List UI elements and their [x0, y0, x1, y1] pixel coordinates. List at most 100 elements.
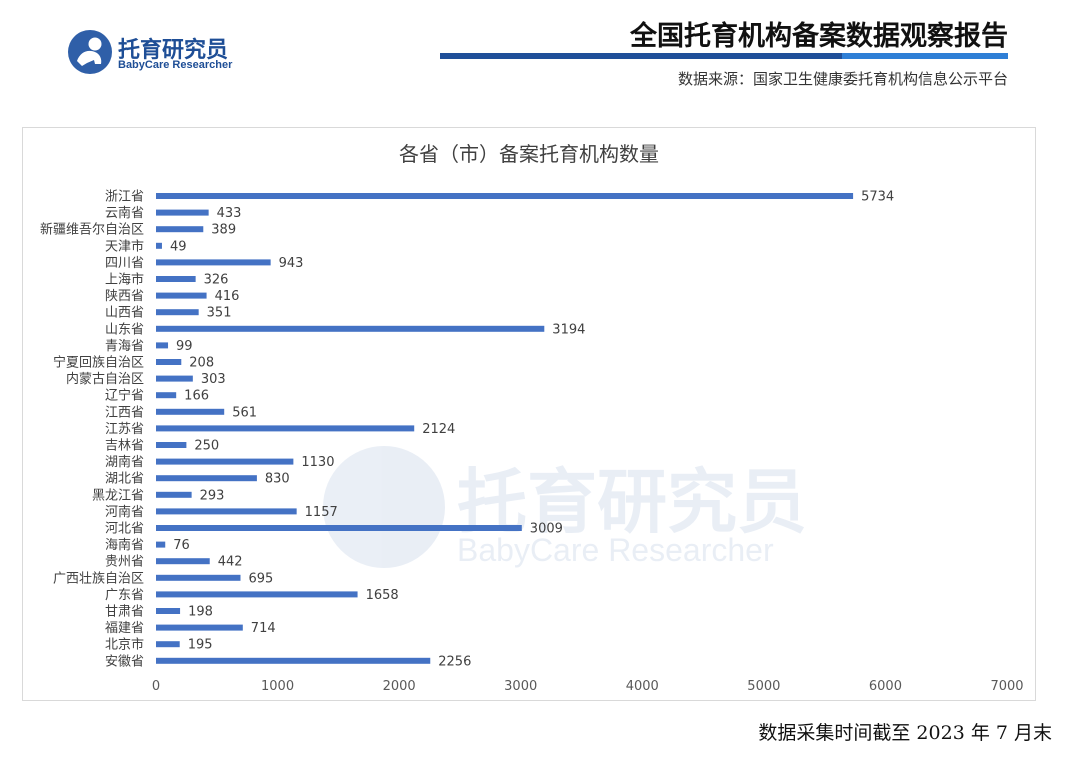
data-label: 714 — [251, 621, 276, 636]
category-label: 辽宁省 — [105, 388, 144, 404]
category-label: 湖北省 — [105, 472, 144, 487]
data-label: 198 — [188, 605, 213, 620]
x-tick-label: 4000 — [626, 679, 659, 694]
bar — [156, 541, 166, 548]
category-label: 江西省 — [105, 405, 144, 420]
bar — [156, 408, 225, 415]
baby-logo-icon — [68, 30, 112, 74]
category-label: 河南省 — [105, 504, 144, 520]
bar — [156, 276, 196, 282]
data-label: 76 — [173, 538, 190, 553]
data-label: 49 — [170, 239, 187, 254]
category-label: 山西省 — [105, 306, 144, 321]
category-label: 内蒙古自治区 — [66, 371, 144, 387]
category-label: 云南省 — [105, 205, 144, 221]
chart-title: 各省（市）备案托育机构数量 — [399, 142, 659, 166]
category-label: 山东省 — [105, 322, 144, 337]
data-label: 561 — [232, 405, 257, 420]
category-label: 湖南省 — [105, 454, 144, 470]
data-label: 2124 — [422, 422, 455, 437]
x-tick-label: 7000 — [990, 679, 1023, 694]
data-label: 389 — [211, 223, 236, 238]
category-label: 广东省 — [105, 588, 144, 603]
data-label: 3194 — [552, 322, 585, 337]
data-label: 293 — [200, 488, 225, 503]
x-tick-label: 1000 — [261, 679, 294, 694]
title-underline-dark — [440, 53, 842, 59]
category-label: 广西壮族自治区 — [53, 570, 144, 586]
logo-name: 托育研究员 — [118, 38, 229, 63]
data-label: 351 — [207, 306, 232, 321]
bar — [156, 442, 187, 448]
x-tick-label: 0 — [152, 679, 160, 694]
brand-logo: 托育研究员 BabyCare Researcher — [68, 30, 248, 78]
x-tick-label: 5000 — [747, 679, 780, 694]
category-label: 安徽省 — [105, 654, 144, 669]
data-label: 326 — [204, 273, 229, 288]
x-tick-label: 2000 — [383, 679, 416, 694]
data-label: 3009 — [530, 522, 563, 537]
category-label: 青海省 — [105, 339, 144, 354]
category-label: 贵州省 — [105, 555, 144, 570]
data-label: 442 — [218, 555, 243, 570]
category-label: 甘肃省 — [105, 605, 144, 620]
bar — [156, 574, 241, 581]
data-label: 208 — [189, 356, 214, 371]
data-label: 2256 — [438, 654, 471, 669]
data-label: 166 — [184, 389, 209, 404]
data-label: 250 — [194, 439, 219, 454]
x-tick-label: 3000 — [504, 679, 537, 694]
bar — [156, 242, 162, 249]
chart-frame: 托育研究员 BabyCare Researcher 各省（市）备案托育机构数量浙… — [22, 127, 1036, 701]
bar — [156, 342, 169, 349]
data-source: 数据来源：国家卫生健康委托育机构信息公示平台 — [677, 70, 1008, 88]
data-label: 303 — [201, 372, 226, 387]
category-label: 新疆维吾尔自治区 — [40, 222, 144, 238]
logo-subtitle: BabyCare Researcher — [118, 59, 233, 71]
title-underline-accent — [842, 53, 1008, 59]
data-label: 433 — [217, 206, 242, 221]
data-label: 195 — [188, 638, 213, 653]
category-label: 北京市 — [105, 637, 144, 653]
category-label: 陕西省 — [105, 289, 144, 304]
category-label: 吉林省 — [105, 439, 144, 454]
data-label: 695 — [248, 571, 273, 586]
category-label: 浙江省 — [105, 190, 144, 205]
bar — [156, 325, 545, 332]
bar — [156, 591, 358, 598]
data-label: 1130 — [301, 455, 334, 470]
bar — [156, 525, 522, 531]
data-label: 1658 — [366, 588, 399, 603]
bar — [156, 641, 180, 648]
bar — [156, 475, 257, 482]
category-label: 宁夏回族自治区 — [53, 355, 144, 371]
category-label: 四川省 — [105, 256, 144, 271]
bar — [156, 209, 209, 216]
data-label: 99 — [176, 339, 193, 354]
bar — [156, 193, 854, 199]
bar — [156, 259, 271, 266]
category-label: 天津市 — [105, 238, 144, 254]
bar — [156, 491, 192, 498]
data-label: 830 — [265, 472, 290, 487]
category-label: 上海市 — [105, 272, 144, 288]
category-label: 黑龙江省 — [92, 488, 144, 503]
bar — [156, 226, 204, 233]
bar — [156, 375, 193, 382]
bar — [156, 425, 415, 432]
bar — [156, 657, 431, 664]
data-label: 416 — [215, 289, 240, 304]
bar — [156, 558, 210, 565]
footer-note: 数据采集时间截至 2023 年 7 月末 — [758, 722, 1052, 744]
bar — [156, 392, 177, 399]
bar — [156, 309, 199, 316]
category-label: 河北省 — [105, 522, 144, 537]
bar — [156, 292, 207, 299]
bar — [156, 624, 243, 631]
category-label: 福建省 — [105, 621, 144, 636]
data-label: 5734 — [861, 190, 894, 205]
category-label: 江苏省 — [105, 421, 144, 437]
data-label: 1157 — [305, 505, 338, 520]
category-label: 海南省 — [105, 537, 144, 553]
